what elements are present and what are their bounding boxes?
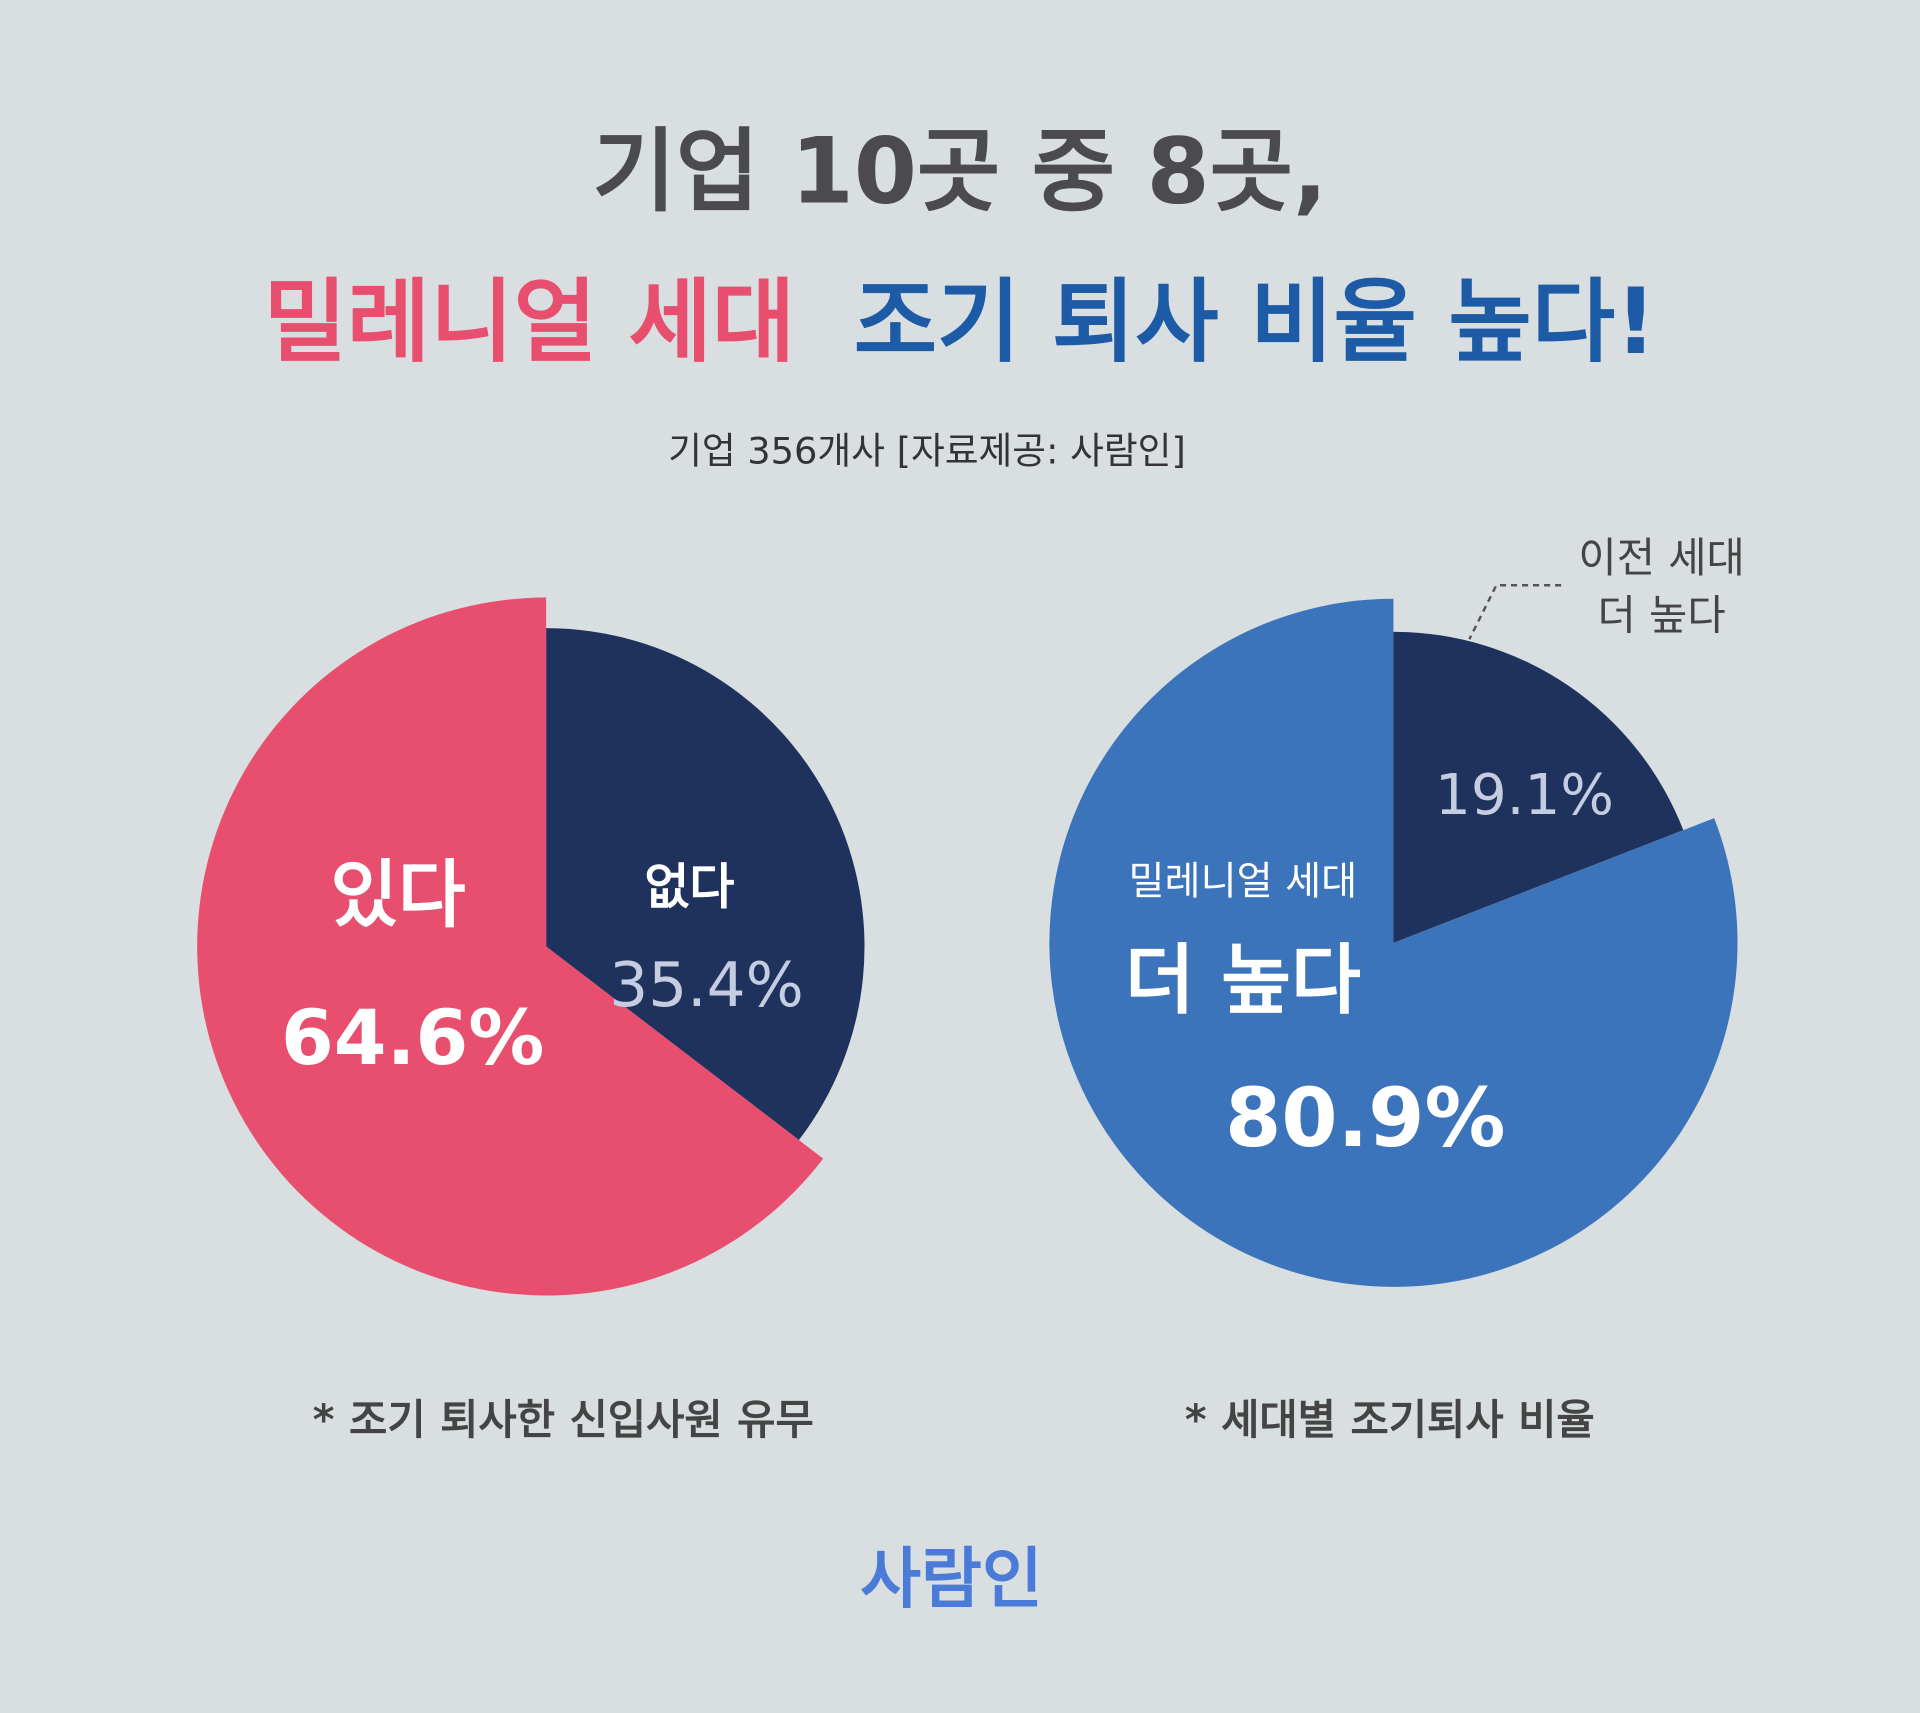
slice-label: 없다 [644,859,734,916]
leader-line [1468,584,1562,640]
headline-part: 조기 퇴사 비율 높다! [854,270,1657,375]
brand: 사람인 [860,1540,1042,1617]
value-label: 64.6% [281,994,544,1082]
slice-label: 더 높다 [1125,937,1361,1025]
value-label: 80.9% [1225,1072,1505,1166]
pie-slice [1393,631,1684,943]
value-label: 35.4% [609,950,803,1021]
value-label: 19.1% [1435,763,1614,828]
headline: 밀레니얼 세대 조기 퇴사 비율 높다! [264,270,1657,375]
title: 기업 10곳 중 8곳, [593,119,1328,224]
slice-label: 있다 [330,853,465,938]
chart-caption: * 세대별 조기퇴사 비율 [1185,1395,1595,1444]
chart-caption: * 조기 퇴사한 신입사원 유무 [313,1395,814,1444]
headline-part: 밀레니얼 세대 [264,270,796,375]
subtitle: 기업 356개사 [자료제공: 사람인] [668,430,1186,473]
pie-slice [197,597,824,1296]
slice-label: 더 높다 [1598,590,1726,639]
slice-label: 이전 세대 [1578,533,1744,582]
pie-slice [546,628,865,1141]
slice-label: 밀레니얼 세대 [1129,860,1358,905]
pie-slice [1049,598,1738,1287]
